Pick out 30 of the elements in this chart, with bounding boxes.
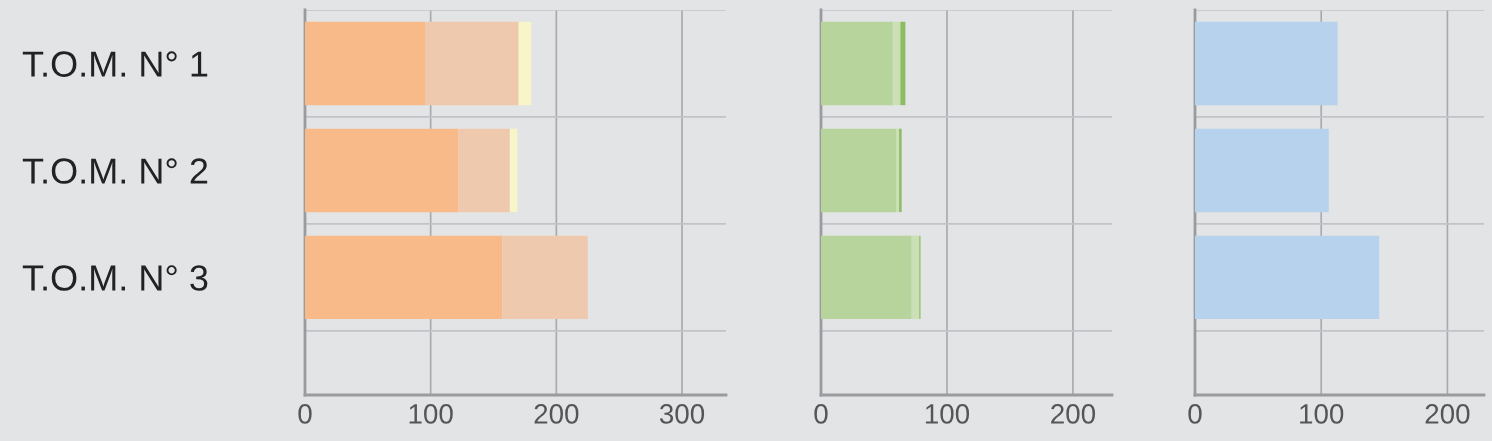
bar [1195, 128, 1329, 213]
y-tick-label: T.O.M. N° 1 [22, 51, 208, 77]
bar [502, 235, 588, 320]
bar [821, 235, 912, 320]
x-tick-label: 0 [814, 404, 828, 424]
bar [305, 21, 426, 106]
bar [305, 128, 459, 213]
bar [518, 21, 532, 106]
y-tick-label: T.O.M. N° 2 [22, 158, 208, 184]
x-tick-label: 100 [1300, 404, 1344, 424]
x-tick-label: 200 [534, 404, 579, 424]
x-tick-label: 200 [1425, 404, 1470, 424]
bar [305, 235, 503, 320]
bar [1195, 21, 1338, 106]
bar [1195, 235, 1380, 320]
bar [892, 21, 901, 106]
x-tick-label: 0 [298, 404, 312, 424]
y-tick-label: T.O.M. N° 3 [22, 265, 208, 291]
bar [425, 21, 519, 106]
bar [458, 128, 510, 213]
bar [821, 21, 893, 106]
x-tick-label: 100 [409, 404, 453, 424]
bar [509, 128, 518, 213]
x-tick-label: 0 [1188, 404, 1202, 424]
bar [900, 21, 906, 106]
x-tick-label: 200 [1051, 404, 1096, 424]
x-tick-label: 100 [925, 404, 970, 424]
x-tick-label: 300 [659, 404, 705, 424]
bar [821, 128, 897, 213]
bar [911, 235, 920, 320]
